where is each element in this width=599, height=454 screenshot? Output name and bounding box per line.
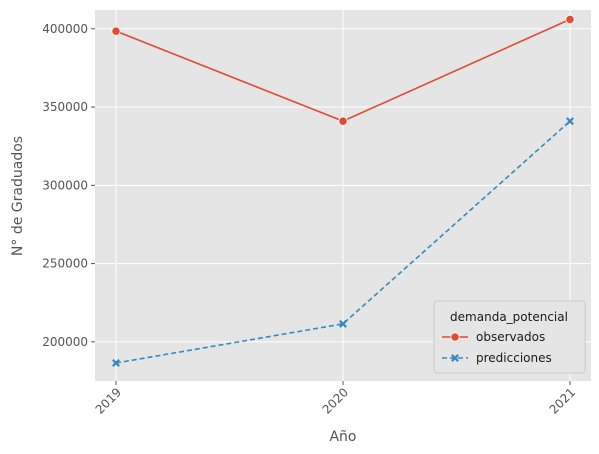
y-tick-label: 350000 <box>42 100 88 114</box>
legend-label: observados <box>476 330 545 344</box>
y-tick-label: 200000 <box>42 335 88 349</box>
grid <box>95 10 591 381</box>
y-tick-label: 400000 <box>42 22 88 36</box>
legend-swatch-marker <box>451 354 459 362</box>
data-point-observados <box>111 26 121 36</box>
legend-entries: observados predicciones <box>442 330 552 365</box>
legend-label: predicciones <box>476 351 552 365</box>
legend-title: demanda_potencial <box>450 310 568 324</box>
y-axis-title: N° de Graduados <box>10 136 26 256</box>
data-point-predicciones <box>339 319 347 328</box>
data-point-observados <box>565 14 575 24</box>
legend: demanda_potencial observados predicciones <box>433 300 586 374</box>
data-point-predicciones <box>112 359 120 367</box>
series-layer <box>111 14 575 367</box>
legend-box <box>433 300 586 374</box>
legend-swatch-marker <box>450 332 460 342</box>
x-tick-label: 2021 <box>547 385 578 416</box>
x-tick-label: 2020 <box>320 385 351 416</box>
x-axis-title: Año <box>329 429 356 445</box>
y-axis: 200000 250000 300000 350000 400000 <box>42 22 95 349</box>
y-tick-label: 300000 <box>42 178 88 192</box>
x-axis: 2019 2020 2021 <box>93 381 578 417</box>
y-tick-label: 250000 <box>42 257 88 271</box>
x-tick-label: 2019 <box>93 385 124 416</box>
data-point-observados <box>338 116 348 126</box>
series-line-predicciones <box>115 120 571 364</box>
data-point-predicciones <box>566 117 574 126</box>
